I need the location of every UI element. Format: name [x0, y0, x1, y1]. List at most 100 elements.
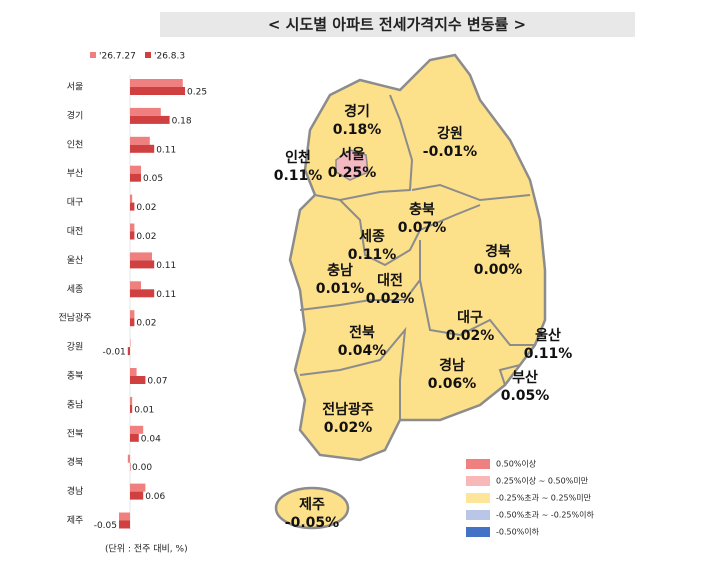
- category-label: 인천: [67, 139, 84, 150]
- region-name: 제주: [299, 497, 325, 513]
- category-label: 경남: [67, 485, 84, 497]
- legend-swatch: [466, 510, 490, 520]
- bar: [130, 433, 139, 442]
- region-value: 0.11%: [348, 247, 397, 263]
- legend-label: 0.50%이상: [496, 459, 537, 469]
- legend-swatch: [145, 52, 151, 58]
- region-name: 경남: [439, 357, 465, 374]
- bar: [130, 107, 161, 116]
- map-legend: 0.50%이상 0.25%이상 ~ 0.50%미만 -0.25%초과 ~ 0.25%…: [466, 459, 594, 537]
- legend-label: -0.50%이하: [496, 527, 540, 537]
- region-name: 경북: [485, 243, 511, 260]
- bar: [130, 462, 131, 471]
- value-label: 0.02: [136, 203, 156, 213]
- category-label: 경북: [67, 456, 84, 468]
- legend-label: -0.50%초과 ~ -0.25%이하: [496, 510, 594, 520]
- value-label: 0.18: [172, 116, 192, 126]
- bar: [130, 260, 155, 269]
- region-name: 부산: [512, 369, 538, 386]
- border: [299, 326, 407, 420]
- category-label: 서울: [67, 82, 84, 93]
- region-name: 전남광주: [322, 401, 374, 418]
- korea-map: [274, 53, 547, 530]
- border: [411, 183, 531, 202]
- border: [419, 279, 535, 346]
- legend-swatch: [466, 459, 490, 469]
- bar: [130, 173, 141, 182]
- value-label: 0.01: [134, 405, 154, 415]
- region-value: -0.01%: [423, 144, 477, 160]
- value-label: 0.02: [136, 232, 156, 242]
- map-labels: 경기 0.18% 강원 -0.01% 인천 0.11% 서울 0.25% 충북 0.07% 세종 0.…: [274, 103, 573, 531]
- title: < 시도별 아파트 전세가격지수 변동률 >: [268, 16, 526, 34]
- bar: [130, 396, 133, 405]
- bar: [130, 136, 150, 145]
- bar: [130, 252, 152, 261]
- region-value: 0.11%: [274, 168, 323, 184]
- border: [339, 199, 481, 267]
- bar: [130, 281, 141, 290]
- bar: [130, 483, 146, 492]
- bar: [127, 347, 130, 356]
- region-name: 서울: [339, 146, 365, 163]
- bar: [119, 520, 130, 529]
- bar: [130, 223, 135, 232]
- category-label: 강원: [67, 342, 84, 353]
- region-value: 0.05%: [501, 388, 550, 404]
- legend-label: 0.25%이상 ~ 0.50%미만: [496, 476, 589, 486]
- bar: [119, 512, 130, 521]
- region-name: 인천: [285, 149, 311, 166]
- value-label: 0.06: [145, 492, 165, 502]
- bar: [130, 231, 135, 240]
- bar: [130, 368, 137, 376]
- bar: [130, 202, 135, 211]
- value-label: 0.11: [156, 145, 176, 155]
- region-name: 울산: [535, 327, 561, 344]
- value-label: 0.11: [156, 290, 176, 300]
- legend-swatch: [466, 493, 490, 503]
- jeju: [274, 486, 350, 530]
- region-value: 0.00%: [474, 262, 523, 278]
- value-label: 0.04: [141, 434, 161, 444]
- bar: [130, 87, 185, 95]
- title-bar: [160, 12, 635, 37]
- category-label: 충북: [67, 371, 84, 382]
- bar: [130, 194, 133, 203]
- region-value: 0.06%: [428, 376, 477, 392]
- border: [299, 240, 421, 311]
- bar: [127, 454, 130, 463]
- region-name: 대구: [457, 310, 483, 326]
- bar: [130, 376, 146, 384]
- bar: [130, 144, 155, 153]
- category-label: 전북: [67, 428, 84, 439]
- legend-swatch: [466, 476, 490, 486]
- category-label: 충남: [67, 399, 84, 410]
- legend-label: '26.8.3: [154, 52, 185, 62]
- bar: [130, 339, 131, 348]
- value-label: 0.25: [187, 88, 207, 98]
- legend-label: -0.25%초과 ~ 0.25%미만: [496, 494, 592, 503]
- region-value: -0.05%: [285, 515, 339, 531]
- region-name: 충남: [327, 262, 353, 279]
- legend-swatch: [466, 527, 490, 537]
- category-label: 부산: [67, 168, 84, 179]
- value-label: 0.11: [156, 261, 176, 271]
- category-label: 울산: [67, 255, 84, 266]
- seoul: [335, 149, 369, 181]
- legend-swatch: [90, 52, 96, 58]
- category-label: 세종: [67, 284, 84, 295]
- bar: [130, 318, 135, 327]
- category-label: 대구: [67, 197, 84, 208]
- region-name: 세종: [359, 229, 385, 245]
- bar: [130, 79, 183, 87]
- bar: [130, 404, 133, 413]
- region-value: 0.02%: [446, 328, 495, 344]
- region-value: 0.02%: [324, 420, 373, 436]
- bar: [130, 310, 135, 319]
- value-label: 0.05: [143, 174, 163, 184]
- bar: [130, 115, 170, 124]
- region-value: 0.18%: [333, 122, 382, 138]
- bar: [130, 165, 141, 174]
